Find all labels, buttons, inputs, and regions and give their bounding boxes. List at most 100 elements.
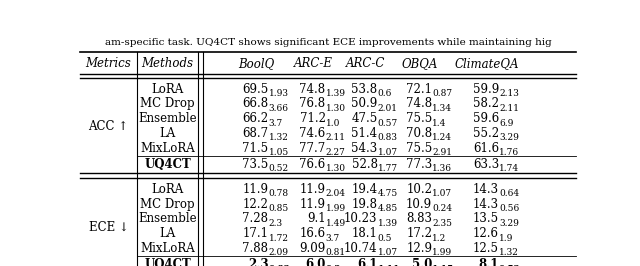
Text: 74.6: 74.6	[300, 127, 326, 140]
Text: 0.81: 0.81	[326, 248, 346, 257]
Text: 4.75: 4.75	[378, 189, 398, 198]
Text: 1.9: 1.9	[499, 234, 513, 243]
Text: 4.85: 4.85	[378, 204, 398, 213]
Text: 5.0: 5.0	[412, 258, 432, 266]
Text: 3.29: 3.29	[499, 219, 519, 228]
Text: 2.09: 2.09	[269, 248, 289, 257]
Text: 66.2: 66.2	[243, 112, 269, 125]
Text: 10.9: 10.9	[406, 198, 432, 211]
Text: 1.49: 1.49	[326, 219, 346, 228]
Text: 1.24: 1.24	[432, 133, 452, 142]
Text: 1.39: 1.39	[378, 219, 397, 228]
Text: 53.8: 53.8	[351, 82, 378, 95]
Text: 14.3: 14.3	[473, 183, 499, 196]
Text: 0.64: 0.64	[499, 189, 519, 198]
Text: 11.9: 11.9	[243, 183, 269, 196]
Text: 1.30: 1.30	[326, 164, 346, 173]
Text: 7.88: 7.88	[243, 242, 269, 255]
Text: 7.28: 7.28	[243, 212, 269, 225]
Text: Methods: Methods	[141, 57, 193, 70]
Text: 1.07: 1.07	[378, 248, 397, 257]
Text: 71.2: 71.2	[300, 112, 326, 125]
Text: LA: LA	[159, 227, 175, 240]
Text: 77.3: 77.3	[406, 158, 432, 171]
Text: 52.8: 52.8	[351, 158, 378, 171]
Text: 1.05: 1.05	[269, 148, 289, 157]
Text: 2.3: 2.3	[248, 258, 269, 266]
Text: 6.0: 6.0	[305, 258, 326, 266]
Text: 2.01: 2.01	[378, 104, 397, 113]
Text: 1.07: 1.07	[432, 189, 452, 198]
Text: MixLoRA: MixLoRA	[140, 242, 195, 255]
Text: Ensemble: Ensemble	[138, 212, 197, 225]
Text: 12.6: 12.6	[473, 227, 499, 240]
Text: 1.4: 1.4	[432, 119, 447, 128]
Text: 59.9: 59.9	[473, 82, 499, 95]
Text: 2.35: 2.35	[432, 219, 452, 228]
Text: 8.83: 8.83	[406, 212, 432, 225]
Text: 69.5: 69.5	[242, 82, 269, 95]
Text: 1.07: 1.07	[378, 148, 397, 157]
Text: 0.78: 0.78	[269, 189, 289, 198]
Text: 2.91: 2.91	[432, 148, 452, 157]
Text: 1.74: 1.74	[499, 164, 519, 173]
Text: 18.1: 18.1	[352, 227, 378, 240]
Text: 19.4: 19.4	[351, 183, 378, 196]
Text: 3.7: 3.7	[326, 234, 340, 243]
Text: ECE ↓: ECE ↓	[88, 221, 129, 233]
Text: 1.93: 1.93	[269, 89, 289, 98]
Text: 12.9: 12.9	[406, 242, 432, 255]
Text: 51.4: 51.4	[351, 127, 378, 140]
Text: 75.5: 75.5	[406, 112, 432, 125]
Text: 1.15: 1.15	[432, 264, 454, 266]
Text: 0.56: 0.56	[499, 204, 520, 213]
Text: 70.8: 70.8	[406, 127, 432, 140]
Text: MC Drop: MC Drop	[140, 97, 195, 110]
Text: 2.11: 2.11	[499, 104, 519, 113]
Text: 75.5: 75.5	[406, 142, 432, 155]
Text: 0.52: 0.52	[269, 164, 289, 173]
Text: 2.27: 2.27	[326, 148, 346, 157]
Text: 0.87: 0.87	[432, 89, 452, 98]
Text: 66.8: 66.8	[243, 97, 269, 110]
Text: 68.7: 68.7	[243, 127, 269, 140]
Text: 1.99: 1.99	[326, 204, 346, 213]
Text: 17.1: 17.1	[243, 227, 269, 240]
Text: 74.8: 74.8	[300, 82, 326, 95]
Text: 0.82: 0.82	[269, 264, 291, 266]
Text: 0.6: 0.6	[378, 89, 392, 98]
Text: 11.9: 11.9	[300, 183, 326, 196]
Text: 1.76: 1.76	[499, 148, 519, 157]
Text: 13.5: 13.5	[473, 212, 499, 225]
Text: 14.3: 14.3	[473, 198, 499, 211]
Text: 74.8: 74.8	[406, 97, 432, 110]
Text: 3.66: 3.66	[269, 104, 289, 113]
Text: 71.5: 71.5	[243, 142, 269, 155]
Text: 8.1: 8.1	[479, 258, 499, 266]
Text: 10.23: 10.23	[344, 212, 378, 225]
Text: 76.6: 76.6	[300, 158, 326, 171]
Text: 63.3: 63.3	[473, 158, 499, 171]
Text: 1.77: 1.77	[378, 164, 397, 173]
Text: 17.2: 17.2	[406, 227, 432, 240]
Text: BoolQ: BoolQ	[238, 57, 274, 70]
Text: 72.1: 72.1	[406, 82, 432, 95]
Text: 55.2: 55.2	[473, 127, 499, 140]
Text: 1.34: 1.34	[432, 104, 452, 113]
Text: ARC-C: ARC-C	[346, 57, 385, 70]
Text: 6.1: 6.1	[357, 258, 378, 266]
Text: ClimateQA: ClimateQA	[454, 57, 519, 70]
Text: UQ4CT: UQ4CT	[144, 258, 191, 266]
Text: LA: LA	[159, 127, 175, 140]
Text: MC Drop: MC Drop	[140, 198, 195, 211]
Text: 3.29: 3.29	[499, 133, 519, 142]
Text: 76.8: 76.8	[300, 97, 326, 110]
Text: UQ4CT: UQ4CT	[144, 158, 191, 171]
Text: 0.5: 0.5	[378, 234, 392, 243]
Text: OBQA: OBQA	[401, 57, 438, 70]
Text: 0.83: 0.83	[378, 133, 397, 142]
Text: ACC ↑: ACC ↑	[88, 120, 129, 133]
Text: 73.5: 73.5	[242, 158, 269, 171]
Text: Metrics: Metrics	[86, 57, 131, 70]
Text: 6.9: 6.9	[499, 119, 513, 128]
